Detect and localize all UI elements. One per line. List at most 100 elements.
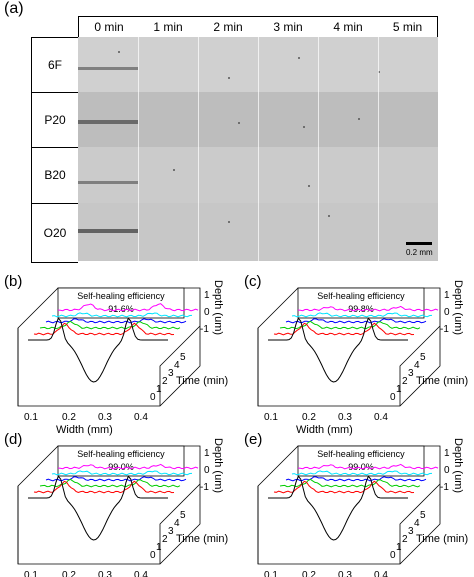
time-axis-label: Time (min) — [416, 375, 468, 387]
panel-letter: (b) — [4, 273, 22, 290]
trace-1-min — [273, 480, 415, 494]
time-axis-label: Time (min) — [176, 533, 228, 545]
time-tick-label: 2 — [162, 534, 168, 545]
time-tick-label: 0 — [150, 550, 156, 561]
time-tick-label: 5 — [420, 352, 426, 363]
plot-frame-edge — [257, 483, 441, 564]
column-header: 2 min — [198, 16, 259, 38]
panel-letter: (e) — [244, 431, 262, 448]
micrograph-grid: 0 min 1 min 2 min 3 min 4 min 5 min 6F P… — [31, 16, 438, 263]
depth-tick-label: 1 — [444, 290, 450, 301]
depth-axis-label: Depth (um) — [212, 280, 224, 335]
width-tick-label: 0.3 — [338, 570, 352, 577]
time-tick-label: 3 — [408, 526, 414, 537]
row-header: O20 — [31, 203, 78, 263]
depth-axis-label: Depth (um) — [452, 280, 464, 335]
trace-5-min — [57, 303, 199, 312]
width-tick-label: 0.2 — [62, 412, 76, 423]
depth-tick-label: 0 — [444, 307, 450, 318]
column-header: 1 min — [138, 16, 199, 38]
column-header: 3 min — [258, 16, 319, 38]
efficiency-value: 99.0% — [348, 462, 374, 472]
time-tick-label: 0 — [390, 392, 396, 403]
trace-1-min — [33, 322, 175, 336]
width-axis-label: Width (mm) — [296, 424, 353, 436]
trace-2-min — [279, 478, 421, 488]
time-tick-label: 2 — [402, 534, 408, 545]
scale-bar-label: 0.2 mm — [406, 248, 433, 257]
width-tick-label: 0.3 — [98, 570, 112, 577]
time-tick-label: 4 — [414, 360, 420, 371]
time-tick-label: 2 — [162, 376, 168, 387]
width-tick-label: 0.3 — [98, 412, 112, 423]
column-header: 0 min — [78, 16, 140, 38]
panel-letter: (c) — [244, 273, 262, 290]
width-tick-label: 0.1 — [264, 412, 278, 423]
panel-a-letter: (a) — [4, 0, 24, 17]
trace-3-min — [45, 318, 187, 324]
time-tick-label: 3 — [168, 526, 174, 537]
width-tick-label: 0.2 — [302, 412, 316, 423]
trace-5-min — [57, 463, 199, 470]
trace-2-min — [39, 320, 181, 330]
depth-tick-label: -1 — [200, 324, 209, 335]
efficiency-value: 99.8% — [348, 304, 374, 314]
time-tick-label: 5 — [180, 352, 186, 363]
trace-4-min — [291, 470, 433, 476]
depth-tick-label: 0 — [204, 307, 210, 318]
time-tick-label: 3 — [168, 368, 174, 379]
depth-axis-label: Depth (um) — [452, 438, 464, 493]
depth-axis-label: Depth (um) — [212, 438, 224, 493]
time-tick-label: 5 — [420, 510, 426, 521]
trace-3-min — [285, 318, 427, 324]
depth-tick-label: 0 — [444, 465, 450, 476]
depth-tick-label: -1 — [440, 482, 449, 493]
trace-0-min — [268, 317, 408, 383]
time-axis-label: Time (min) — [176, 375, 228, 387]
width-tick-label: 0.4 — [374, 412, 388, 423]
depth-tick-label: 0 — [204, 465, 210, 476]
row-header: 6F — [31, 37, 78, 93]
trace-5-min — [297, 305, 439, 312]
trace-3-min — [45, 476, 187, 482]
width-axis-label: Width (mm) — [56, 424, 113, 436]
depth-tick-label: 1 — [204, 290, 210, 301]
efficiency-label: Self-healing efficiency — [77, 449, 165, 459]
trace-1-min — [273, 322, 415, 336]
time-tick-label: 4 — [174, 360, 180, 371]
panel-letter: (d) — [4, 431, 22, 448]
plot-frame-edge — [17, 325, 201, 406]
scale-bar — [406, 242, 432, 245]
efficiency-label: Self-healing efficiency — [317, 449, 405, 459]
trace-0-min — [28, 317, 168, 383]
plot-frame-edge — [257, 325, 441, 406]
width-tick-label: 0.1 — [24, 412, 38, 423]
efficiency-label: Self-healing efficiency — [317, 291, 405, 301]
time-tick-label: 2 — [402, 376, 408, 387]
time-axis-label: Time (min) — [416, 533, 468, 545]
time-tick-label: 3 — [408, 368, 414, 379]
efficiency-label: Self-healing efficiency — [77, 291, 165, 301]
time-tick-label: 1 — [156, 384, 162, 395]
time-tick-label: 1 — [156, 542, 162, 553]
depth-tick-label: -1 — [440, 324, 449, 335]
plot-frame-edge — [17, 483, 201, 564]
depth-tick-label: 1 — [444, 448, 450, 459]
width-tick-label: 0.3 — [338, 412, 352, 423]
time-tick-label: 1 — [396, 542, 402, 553]
time-tick-label: 1 — [396, 384, 402, 395]
width-tick-label: 0.1 — [24, 570, 38, 577]
depth-tick-label: -1 — [200, 482, 209, 493]
efficiency-value: 91.6% — [108, 304, 134, 314]
time-tick-label: 0 — [390, 550, 396, 561]
trace-4-min — [291, 312, 433, 318]
trace-4-min — [51, 470, 193, 476]
width-tick-label: 0.4 — [374, 570, 388, 577]
trace-1-min — [33, 480, 175, 494]
trace-2-min — [39, 478, 181, 488]
efficiency-value: 99.0% — [108, 462, 134, 472]
trace-0-min — [28, 475, 168, 541]
row-header: P20 — [31, 92, 78, 148]
trace-4-min — [51, 312, 193, 318]
